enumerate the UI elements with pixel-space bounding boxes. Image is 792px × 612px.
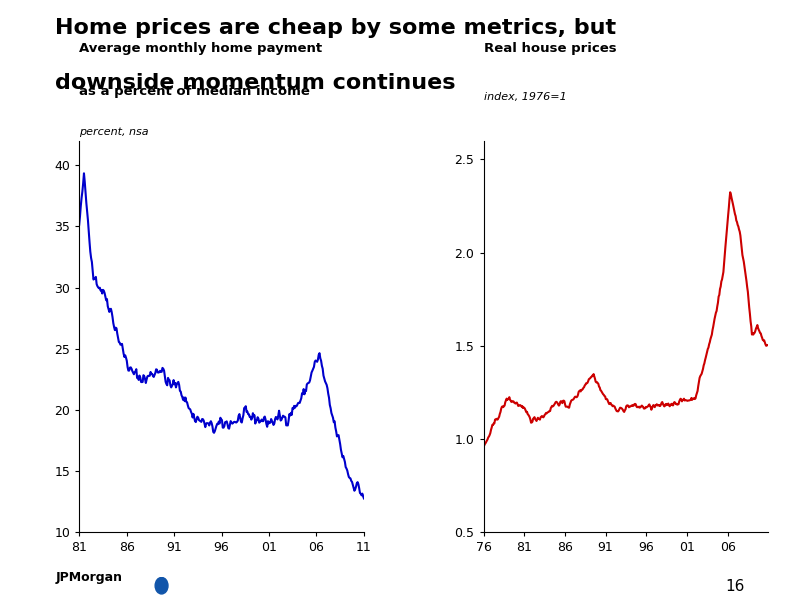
Text: Real house prices: Real house prices [483, 42, 616, 54]
Text: JPMorgan: JPMorgan [55, 572, 123, 584]
Text: percent, nsa: percent, nsa [79, 127, 149, 137]
Circle shape [155, 578, 168, 594]
Text: index, 1976=1: index, 1976=1 [483, 92, 566, 102]
Text: Home prices are cheap by some metrics, but: Home prices are cheap by some metrics, b… [55, 18, 616, 39]
Text: downside momentum continues: downside momentum continues [55, 73, 456, 94]
Text: 16: 16 [725, 578, 744, 594]
Text: Average monthly home payment: Average monthly home payment [79, 42, 322, 54]
Text: as a percent of median income: as a percent of median income [79, 84, 310, 98]
